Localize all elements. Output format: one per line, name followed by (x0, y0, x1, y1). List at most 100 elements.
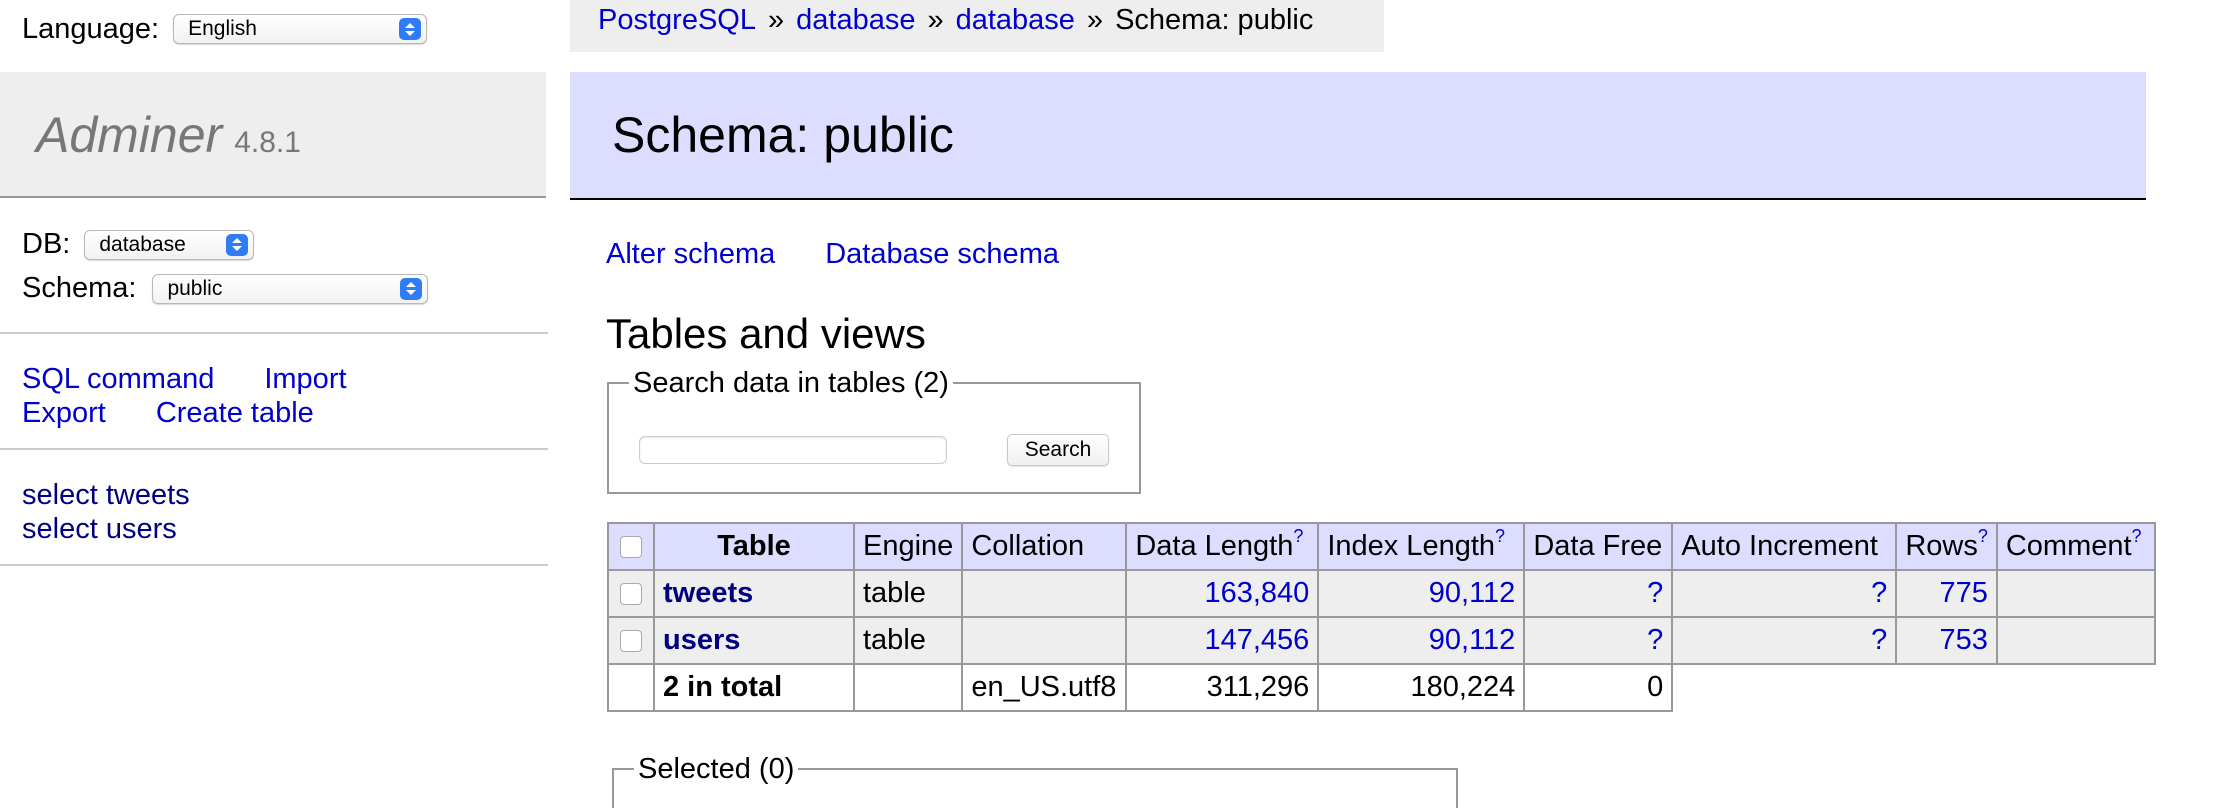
breadcrumb-separator: » (767, 4, 785, 36)
data-free-link[interactable]: ? (1647, 577, 1664, 609)
sidebar-divider (0, 564, 548, 566)
sidebar-menu: SQL command Import Export Create table (22, 362, 397, 430)
schema-actions: Alter schema Database schema (606, 238, 1109, 271)
export-link[interactable]: Export (22, 397, 106, 429)
selected-fieldset: Selected (0) (612, 752, 1458, 808)
row-checkbox-cell (607, 616, 655, 665)
schema-row: Schema: public (22, 272, 429, 305)
data-length-link[interactable]: 163,840 (1204, 577, 1310, 609)
rows-link[interactable]: 775 (1939, 577, 1988, 609)
rows-cell: 775 (1895, 569, 1998, 618)
total-collation: en_US.utf8 (961, 663, 1128, 712)
header-collation: Collation (961, 522, 1128, 571)
chevron-updown-icon (226, 233, 249, 256)
search-input[interactable] (639, 436, 947, 464)
help-link[interactable]: ? (1977, 526, 1988, 546)
auto-increment-link[interactable]: ? (1871, 624, 1888, 656)
sidebar-divider (0, 332, 548, 334)
total-engine-cell (852, 663, 964, 712)
rows-cell: 753 (1895, 616, 1998, 665)
breadcrumb-server-link[interactable]: database (796, 4, 916, 36)
breadcrumb-database-link[interactable]: database (955, 4, 1075, 36)
chevron-updown-icon (400, 277, 423, 300)
language-label: Language: (22, 13, 160, 45)
index-length-cell: 90,112 (1317, 616, 1526, 665)
header-engine: Engine (852, 522, 964, 571)
db-select-value: database (99, 232, 186, 256)
help-link[interactable]: ? (2131, 526, 2142, 546)
breadcrumb-driver-link[interactable]: PostgreSQL (598, 4, 756, 36)
page-title: Schema: public (612, 107, 954, 163)
section-title: Tables and views (606, 310, 926, 357)
total-empty (1996, 664, 2155, 711)
chevron-updown-icon (399, 18, 422, 40)
app-version: 4.8.1 (234, 126, 301, 159)
table-name-cell: users (653, 616, 855, 665)
comment-cell (1995, 616, 2156, 665)
total-data-length: 311,296 (1125, 663, 1320, 712)
database-schema-link[interactable]: Database schema (825, 238, 1059, 270)
data-free-cell: ? (1523, 616, 1674, 665)
language-row: Language: English (22, 12, 428, 46)
select-users-link[interactable]: select users (22, 513, 177, 545)
auto-increment-cell: ? (1671, 616, 1898, 665)
data-length-link[interactable]: 147,456 (1204, 624, 1310, 656)
header-comment: Comment? (1995, 522, 2156, 571)
data-length-cell: 163,840 (1125, 569, 1320, 618)
collation-cell (961, 616, 1128, 665)
app-logo[interactable]: Adminer 4.8.1 (36, 106, 301, 164)
select-all-cell (607, 522, 655, 571)
header-data-length: Data Length? (1125, 522, 1320, 571)
total-blank-cell (607, 663, 655, 712)
sidebar-table-list: select tweets select users (22, 478, 190, 546)
schema-select[interactable]: public (152, 273, 429, 304)
engine-cell: table (852, 616, 964, 665)
search-button[interactable]: Search (1007, 434, 1109, 466)
auto-increment-cell: ? (1671, 569, 1898, 618)
collation-cell (961, 569, 1128, 618)
row-checkbox[interactable] (620, 583, 642, 606)
import-link[interactable]: Import (264, 363, 347, 395)
sidebar-divider (0, 448, 548, 450)
row-checkbox-cell (607, 569, 655, 618)
alter-schema-link[interactable]: Alter schema (606, 238, 776, 270)
rows-link[interactable]: 753 (1939, 624, 1988, 656)
select-tweets-link[interactable]: select tweets (22, 479, 190, 511)
help-link[interactable]: ? (1495, 526, 1506, 546)
comment-cell (1995, 569, 2156, 618)
index-length-link[interactable]: 90,112 (1428, 624, 1516, 656)
table-row: tweets table 163,840 90,112 ? ? 775 (607, 569, 2156, 618)
tables-table: Table Engine Collation Data Length? Inde… (607, 522, 2156, 712)
total-label: 2 in total (653, 663, 855, 712)
app-name[interactable]: Adminer (36, 107, 223, 163)
auto-increment-link[interactable]: ? (1871, 577, 1888, 609)
table-name-link[interactable]: users (663, 624, 741, 656)
total-data-free: 0 (1523, 663, 1674, 712)
index-length-link[interactable]: 90,112 (1428, 577, 1516, 609)
db-row: DB: database (22, 228, 255, 261)
search-fieldset: Search data in tables (2) Search (607, 366, 1141, 494)
help-link[interactable]: ? (1293, 526, 1304, 546)
table-row: users table 147,456 90,112 ? ? 753 (607, 616, 2156, 665)
logo-box: Adminer 4.8.1 (0, 72, 546, 198)
sql-command-link[interactable]: SQL command (22, 363, 215, 395)
schema-label: Schema: (22, 272, 137, 304)
db-label: DB: (22, 228, 71, 260)
schema-select-value: public (167, 276, 223, 300)
page-header: Schema: public (570, 72, 2146, 200)
table-name-link[interactable]: tweets (663, 577, 754, 609)
language-select[interactable]: English (173, 14, 428, 44)
select-all-checkbox[interactable] (620, 536, 642, 559)
create-table-link[interactable]: Create table (155, 397, 314, 429)
engine-cell: table (852, 569, 964, 618)
total-empty (1896, 664, 1997, 711)
db-select[interactable]: database (84, 229, 255, 260)
header-index-length: Index Length? (1317, 522, 1526, 571)
table-name-cell: tweets (653, 569, 855, 618)
total-empty (1672, 664, 1897, 711)
row-checkbox[interactable] (620, 630, 642, 653)
header-data-free: Data Free (1523, 522, 1674, 571)
header-auto-increment: Auto Increment (1671, 522, 1898, 571)
data-free-link[interactable]: ? (1647, 624, 1664, 656)
search-legend: Search data in tables (2) (629, 366, 953, 400)
